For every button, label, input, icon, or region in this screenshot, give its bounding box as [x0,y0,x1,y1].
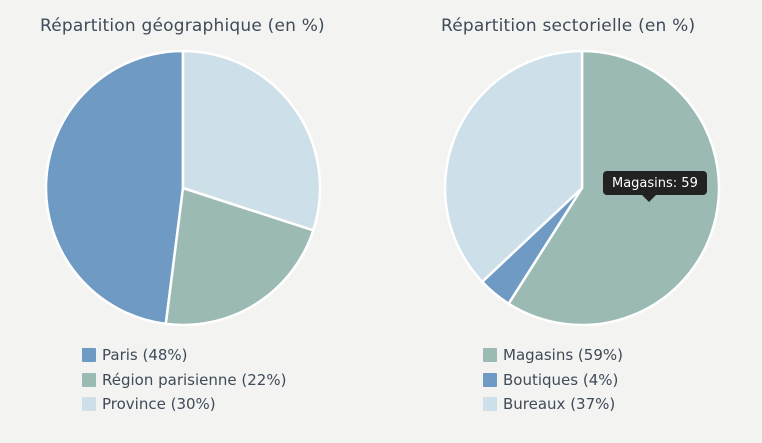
legend-swatch [82,348,96,363]
legend-swatch [82,397,96,412]
legend-item-bureaux[interactable]: Bureaux (37%) [483,392,623,417]
pie-chart-geographic [44,49,322,327]
legend-geographic: Paris (48%) Région parisienne (22%) Provin… [82,343,286,417]
chart-panel-geographic: Répartition géographique (en %) Paris (4… [40,16,325,417]
legend-swatch [483,348,497,363]
legend-label: Paris (48%) [102,346,188,365]
legend-label: Magasins (59%) [503,346,623,365]
legend-label: Région parisienne (22%) [102,370,287,389]
legend-label: Boutiques (4%) [503,370,619,389]
chart-panel-sectoral: Répartition sectorielle (en %) Magasins … [381,0,762,443]
pie-slice-province[interactable] [181,49,322,232]
chart-title-sectoral: Répartition sectorielle (en %) [441,16,696,36]
legend-item-r-gion-parisienne[interactable]: Région parisienne (22%) [82,368,286,393]
legend-label: Bureaux (37%) [503,395,616,414]
legend-item-boutiques[interactable]: Boutiques (4%) [483,368,623,393]
legend-sectoral: Magasins (59%) Boutiques (4%) Bureaux (37%… [483,343,623,417]
pie-slice-paris[interactable] [44,49,185,326]
legend-swatch [82,372,96,387]
legend-swatch [483,397,497,412]
legend-item-paris[interactable]: Paris (48%) [82,343,286,368]
pie-slice-r-gion-parisienne[interactable] [164,186,315,327]
legend-item-province[interactable]: Province (30%) [82,392,286,417]
chart-title-geographic: Répartition géographique (en %) [40,16,325,36]
pie-chart-sectoral [443,49,721,327]
legend-label: Province (30%) [102,395,216,414]
pie-slice-bureaux[interactable] [443,49,584,284]
legend-swatch [483,372,497,387]
legend-item-magasins[interactable]: Magasins (59%) [483,343,623,368]
